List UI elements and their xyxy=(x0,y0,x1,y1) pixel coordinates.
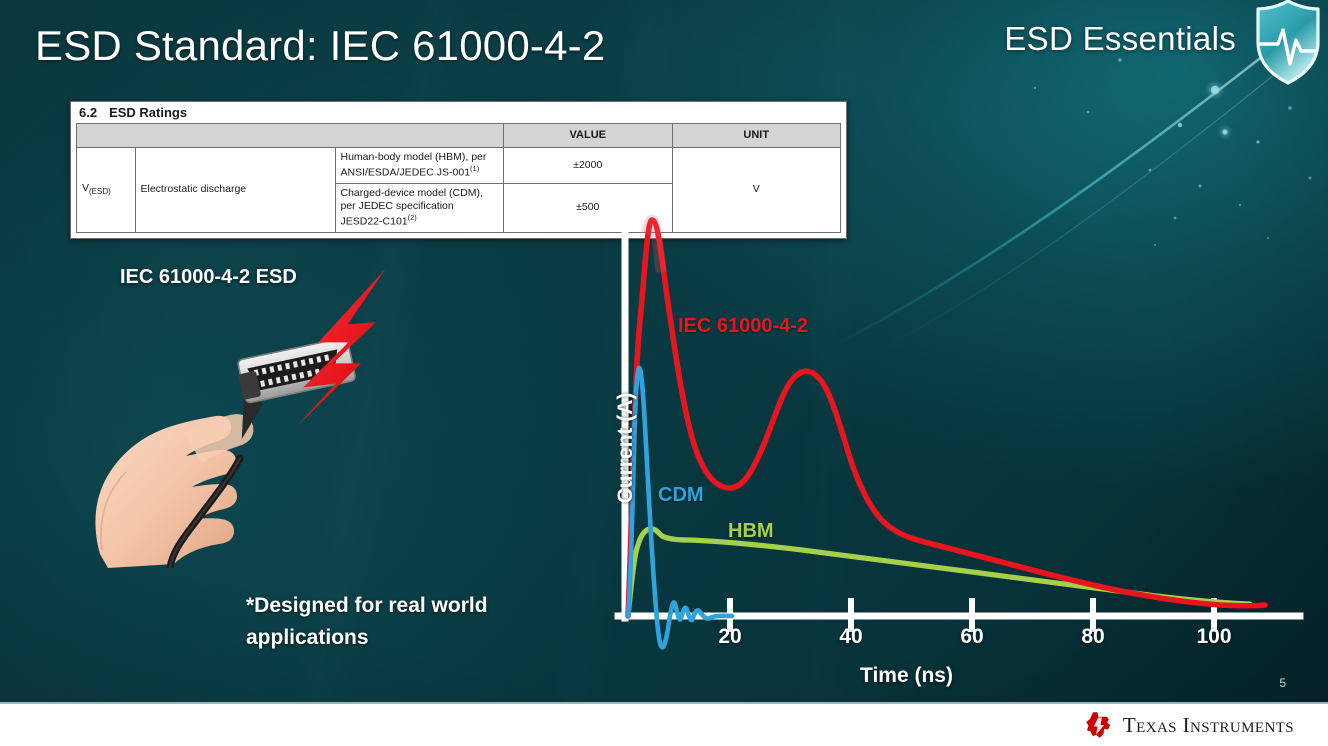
cell-value-cdm: ±500 xyxy=(503,182,673,233)
texas-instruments-mark-icon xyxy=(1086,712,1111,738)
x-tick-label-60: 60 xyxy=(960,625,984,648)
page-title: ESD Standard: IEC 61000-4-2 xyxy=(35,22,606,69)
series-cdm-curve xyxy=(625,365,735,650)
brand-label: ESD Essentials xyxy=(1004,20,1236,57)
esd-waveform-chart: Current (A) Time (ns) 20 40 60 80 100 IE… xyxy=(560,200,1320,700)
y-axis-label: Current (A) xyxy=(614,392,637,504)
series-hbm-curve xyxy=(625,526,1253,619)
header-value: VALUE xyxy=(503,123,673,148)
header-blank-param xyxy=(135,123,335,148)
header-blank-symbol xyxy=(76,123,135,148)
hdmi-connector-icon xyxy=(237,337,356,440)
condition-text-hbm: Human-body model (HBM), per ANSI/ESDA/JE… xyxy=(340,151,487,179)
esd-ratings-table: 6.2 ESD Ratings VALUE UNIT V(ESD) Electro… xyxy=(70,101,847,239)
table-caption-title: ESD Ratings xyxy=(109,105,188,120)
ratings-grid: VALUE UNIT V(ESD) Electrostatic discharg… xyxy=(76,123,841,233)
x-tick-label-20: 20 xyxy=(718,625,742,648)
cell-unit: V xyxy=(671,147,841,233)
header-blank-condition xyxy=(335,123,504,148)
table-row: V(ESD) Electrostatic discharge Human-bod… xyxy=(76,147,841,233)
table-header-row: VALUE UNIT xyxy=(76,123,841,148)
ti-logo: TEXAS INSTRUMENTS xyxy=(1084,710,1294,740)
chart-plot xyxy=(614,214,1304,650)
symbol-text: V xyxy=(82,182,90,195)
table-caption-number: 6.2 xyxy=(79,105,98,120)
series-iec-curve xyxy=(625,217,1268,619)
series-label-cdm: CDM xyxy=(658,484,704,506)
cell-symbol: V(ESD) xyxy=(76,147,136,233)
shield-pulse-icon xyxy=(1256,0,1320,85)
cell-parameter: Electrostatic discharge xyxy=(134,147,336,233)
esd-event-illustration xyxy=(95,268,386,568)
symbol-subscript: (ESD) xyxy=(89,187,111,197)
series-label-iec: IEC 61000-4-2 xyxy=(678,315,809,337)
hand-icon xyxy=(95,414,254,568)
note-text: *Designed for real world applications xyxy=(246,594,488,649)
header-unit: UNIT xyxy=(671,123,841,148)
footnote-marker-2: (2) xyxy=(407,213,417,222)
x-tick-label-100: 100 xyxy=(1196,625,1232,648)
table-caption: 6.2 ESD Ratings xyxy=(71,102,846,123)
table-row: Charged-device model (CDM), per JEDEC sp… xyxy=(77,182,841,233)
illustration-label: IEC 61000-4-2 ESD xyxy=(120,266,297,288)
cell-condition-cdm: Charged-device model (CDM), per JEDEC sp… xyxy=(334,182,504,233)
brand-lockup: ESD Essentials xyxy=(1004,20,1236,58)
condition-text-cdm: Charged-device model (CDM), per JEDEC sp… xyxy=(340,186,483,228)
slide-number: 5 xyxy=(1279,676,1286,690)
x-tick-label-40: 40 xyxy=(839,625,863,648)
x-tick-label-80: 80 xyxy=(1081,625,1105,648)
cell-condition-hbm: Human-body model (HBM), per ANSI/ESDA/JE… xyxy=(334,147,504,184)
cell-value-hbm: ±2000 xyxy=(503,147,673,184)
x-axis-label: Time (ns) xyxy=(860,664,953,687)
ti-wordmark: TEXAS INSTRUMENTS xyxy=(1122,712,1294,737)
footnote-marker-1: (1) xyxy=(470,164,480,174)
series-label-hbm: HBM xyxy=(728,520,774,542)
